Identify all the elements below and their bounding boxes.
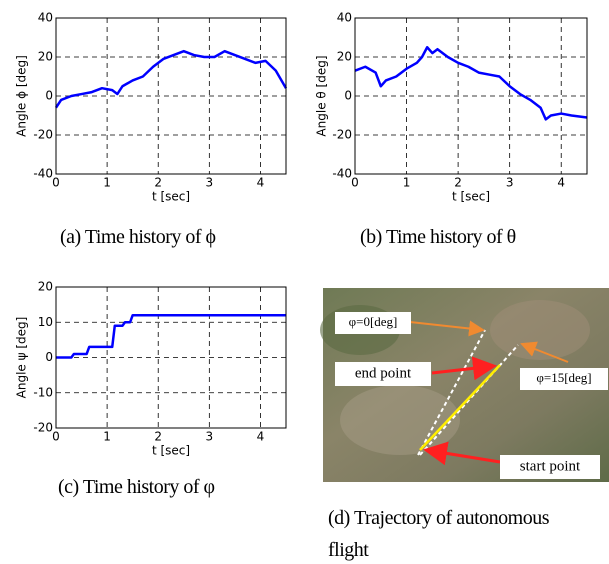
x-tick-label: 1 bbox=[103, 430, 111, 444]
x-axis-label: t [sec] bbox=[152, 444, 190, 458]
y-tick-label: 20 bbox=[337, 50, 352, 64]
plot-frame bbox=[354, 17, 588, 175]
y-tick-label: 0 bbox=[45, 89, 53, 103]
x-tick-label: 4 bbox=[557, 176, 565, 190]
y-tick-label: -10 bbox=[33, 385, 53, 399]
y-tick-label: -20 bbox=[332, 128, 352, 142]
x-axis-label: t [sec] bbox=[152, 190, 190, 204]
y-axis-label: Angle ψ [deg] bbox=[15, 317, 29, 399]
annotation: end point bbox=[355, 365, 412, 381]
y-tick-label: -20 bbox=[33, 421, 53, 435]
y-axis-label: Angle θ [deg] bbox=[315, 55, 329, 136]
caption: (a) Time history of ϕ bbox=[60, 226, 216, 248]
caption: (b) Time history of θ bbox=[360, 226, 516, 248]
x-tick-label: 3 bbox=[506, 176, 514, 190]
x-tick-label: 0 bbox=[52, 430, 60, 444]
y-tick-label: -40 bbox=[332, 167, 352, 181]
y-axis-label: Angle ϕ [deg] bbox=[15, 55, 29, 137]
annotation: φ=15[deg] bbox=[536, 370, 591, 385]
x-tick-label: 3 bbox=[206, 430, 214, 444]
data-line bbox=[54, 49, 288, 109]
data-line bbox=[354, 46, 588, 121]
x-axis-label: t [sec] bbox=[452, 190, 490, 204]
y-tick-label: 20 bbox=[38, 50, 53, 64]
y-tick-label: 10 bbox=[38, 315, 53, 329]
x-tick-label: 0 bbox=[351, 176, 359, 190]
x-tick-label: 1 bbox=[103, 176, 111, 190]
x-tick-label: 2 bbox=[154, 176, 162, 190]
annotation: φ=0[deg] bbox=[349, 314, 398, 329]
y-tick-label: 0 bbox=[344, 89, 352, 103]
y-tick-label: 20 bbox=[38, 280, 53, 294]
x-tick-label: 0 bbox=[52, 176, 60, 190]
x-tick-label: 4 bbox=[257, 430, 265, 444]
y-tick-label: -40 bbox=[33, 167, 53, 181]
x-tick-label: 1 bbox=[403, 176, 411, 190]
data-line bbox=[56, 313, 286, 359]
y-tick-label: 40 bbox=[38, 11, 53, 25]
caption: (d) Trajectory of autonomous flight bbox=[328, 507, 549, 561]
x-tick-label: 2 bbox=[154, 430, 162, 444]
caption: (c) Time history of φ bbox=[58, 476, 215, 498]
x-tick-label: 2 bbox=[454, 176, 462, 190]
plot-frame bbox=[55, 17, 287, 175]
x-tick-label: 3 bbox=[206, 176, 214, 190]
x-tick-label: 4 bbox=[257, 176, 265, 190]
y-tick-label: 0 bbox=[45, 350, 53, 364]
y-tick-label: -20 bbox=[33, 128, 53, 142]
annotation: start point bbox=[520, 458, 581, 474]
plot-frame bbox=[55, 286, 287, 429]
photo: φ=0[deg] end point φ=15[deg] start point bbox=[320, 288, 609, 482]
y-tick-label: 40 bbox=[337, 11, 352, 25]
